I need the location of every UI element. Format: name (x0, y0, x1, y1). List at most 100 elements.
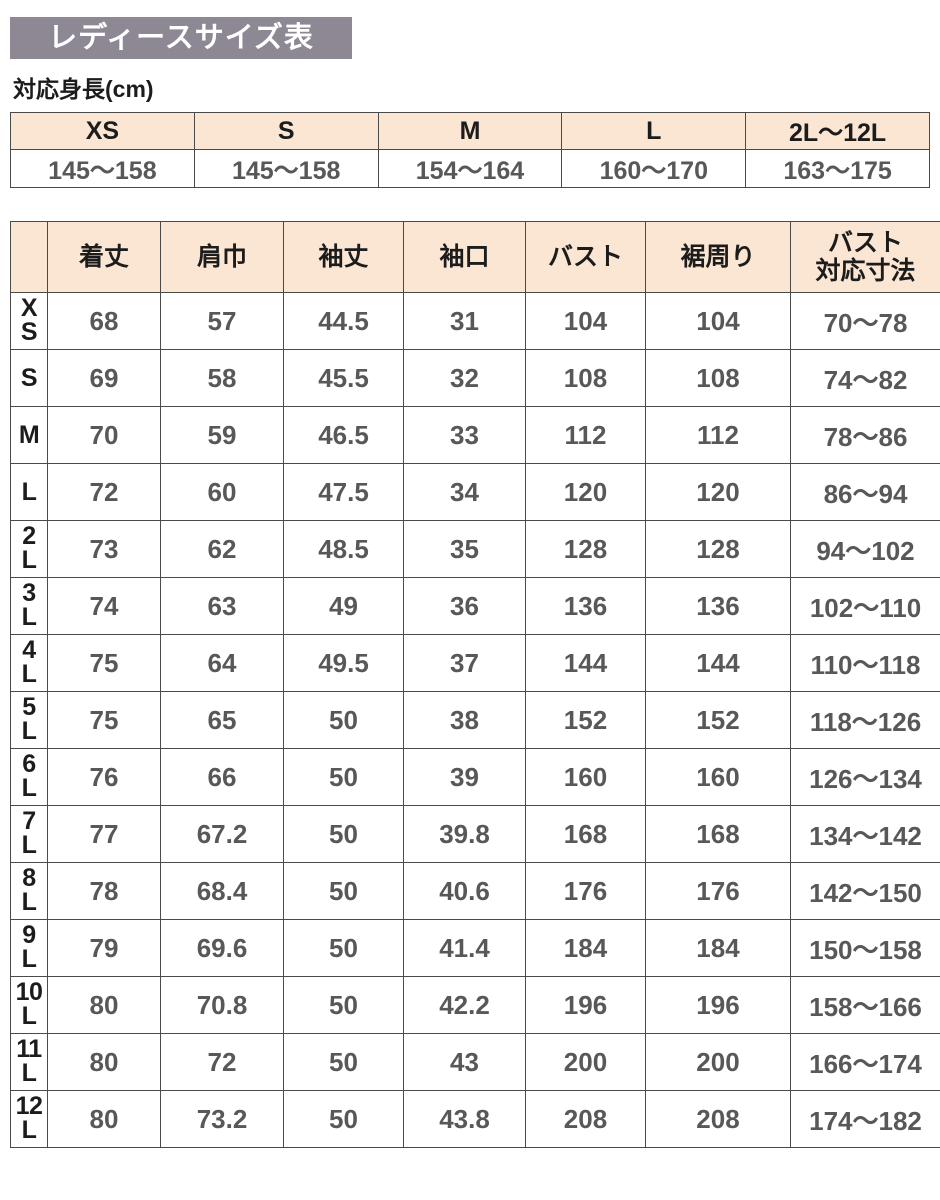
size-value-cell: 64 (160, 634, 284, 692)
size-value-cell: 174〜182 (790, 1090, 940, 1148)
size-value-cell: 45.5 (283, 349, 404, 407)
size-value-cell: 166〜174 (790, 1033, 940, 1091)
table-row: 8 L 78 68.4 50 40.6 176 176 142〜150 (10, 862, 940, 920)
size-value-cell: 158〜166 (790, 976, 940, 1034)
size-value-cell: 168 (525, 805, 646, 863)
size-value-cell: 152 (525, 691, 646, 749)
size-value-cell: 60 (160, 463, 284, 521)
size-label-line-2: L (21, 660, 37, 688)
height-table-header-cell: 2L〜12L (745, 112, 930, 150)
size-label-line-2: L (21, 1059, 37, 1087)
table-row: L 72 60 47.5 34 120 120 86〜94 (10, 463, 940, 521)
size-value-cell: 150〜158 (790, 919, 940, 977)
size-value-cell: 142〜150 (790, 862, 940, 920)
size-table-header-cell: 袖丈 (283, 221, 404, 293)
size-value-cell: 39 (403, 748, 526, 806)
size-value-cell: 144 (525, 634, 646, 692)
size-value-cell: 43.8 (403, 1090, 526, 1148)
size-value-cell: 44.5 (283, 292, 404, 350)
size-table-header-cell: 着丈 (47, 221, 161, 293)
size-label-line-1: X (20, 294, 38, 323)
size-label-line-1: 9 (22, 921, 36, 950)
height-table-value-cell: 163〜175 (745, 149, 930, 188)
table-row: 5 L 75 65 50 38 152 152 118〜126 (10, 691, 940, 749)
size-value-cell: 200 (645, 1033, 791, 1091)
size-value-cell: 68.4 (160, 862, 284, 920)
size-value-cell: 136 (525, 577, 646, 635)
header-line-2: 対応寸法 (815, 257, 916, 285)
size-value-cell: 69 (47, 349, 161, 407)
height-table-value-row: 145〜158 145〜158 154〜164 160〜170 163〜175 (10, 149, 930, 188)
size-value-cell: 184 (645, 919, 791, 977)
size-value-cell: 134〜142 (790, 805, 940, 863)
size-value-cell: 136 (645, 577, 791, 635)
size-value-cell: 46.5 (283, 406, 404, 464)
size-value-cell: 110〜118 (790, 634, 940, 692)
size-value-cell: 48.5 (283, 520, 404, 578)
header-line-1: バスト (827, 229, 903, 257)
size-value-cell: 42.2 (403, 976, 526, 1034)
size-value-cell: 80 (47, 1033, 161, 1091)
size-label-cell: L (10, 463, 48, 521)
size-label-line-2: L (21, 546, 37, 574)
size-value-cell: 47.5 (283, 463, 404, 521)
size-value-cell: 49 (283, 577, 404, 635)
size-label-line-1: 3 (22, 579, 36, 608)
size-value-cell: 112 (645, 406, 791, 464)
size-value-cell: 168 (645, 805, 791, 863)
size-value-cell: 78〜86 (790, 406, 940, 464)
section-label-height: 対応身長(cm) (13, 76, 154, 102)
size-value-cell: 80 (47, 1090, 161, 1148)
size-value-cell: 58 (160, 349, 284, 407)
garment-size-table: 着丈 肩巾 袖丈 袖口 バスト 裾周り バスト 対応寸法 X S 68 57 44.5 31 104 104… (10, 221, 940, 1148)
size-value-cell: 102〜110 (790, 577, 940, 635)
size-table-header-cell: 肩巾 (160, 221, 284, 293)
size-label-line-2: L (21, 831, 37, 859)
size-value-cell: 126〜134 (790, 748, 940, 806)
size-value-cell: 59 (160, 406, 284, 464)
size-label-line-1: 6 (22, 750, 36, 779)
size-value-cell: 104 (645, 292, 791, 350)
size-value-cell: 32 (403, 349, 526, 407)
size-value-cell: 49.5 (283, 634, 404, 692)
size-value-cell: 72 (160, 1033, 284, 1091)
size-value-cell: 208 (645, 1090, 791, 1148)
height-table-header-cell: S (193, 112, 379, 150)
size-value-cell: 208 (525, 1090, 646, 1148)
size-value-cell: 108 (645, 349, 791, 407)
size-value-cell: 31 (403, 292, 526, 350)
size-value-cell: 184 (525, 919, 646, 977)
size-value-cell: 50 (283, 805, 404, 863)
size-value-cell: 200 (525, 1033, 646, 1091)
size-label-cell: 11 L (10, 1033, 48, 1091)
size-value-cell: 50 (283, 748, 404, 806)
size-value-cell: 62 (160, 520, 284, 578)
size-value-cell: 40.6 (403, 862, 526, 920)
size-value-cell: 160 (645, 748, 791, 806)
table-row: 3 L 74 63 49 36 136 136 102〜110 (10, 577, 940, 635)
size-label-line-1: 5 (22, 693, 36, 722)
table-row: 11 L 80 72 50 43 200 200 166〜174 (10, 1033, 940, 1091)
size-table-body: X S 68 57 44.5 31 104 104 70〜78 S 69 58 45.5 32 108 108… (10, 292, 940, 1148)
size-value-cell: 35 (403, 520, 526, 578)
table-row: X S 68 57 44.5 31 104 104 70〜78 (10, 292, 940, 350)
size-value-cell: 76 (47, 748, 161, 806)
height-table-value-cell: 145〜158 (193, 149, 379, 188)
size-value-cell: 144 (645, 634, 791, 692)
size-value-cell: 77 (47, 805, 161, 863)
size-value-cell: 75 (47, 634, 161, 692)
size-value-cell: 108 (525, 349, 646, 407)
size-value-cell: 39.8 (403, 805, 526, 863)
size-value-cell: 50 (283, 1033, 404, 1091)
table-row: 6 L 76 66 50 39 160 160 126〜134 (10, 748, 940, 806)
size-value-cell: 38 (403, 691, 526, 749)
table-row: 10 L 80 70.8 50 42.2 196 196 158〜166 (10, 976, 940, 1034)
size-table-header-cell: バスト (525, 221, 646, 293)
